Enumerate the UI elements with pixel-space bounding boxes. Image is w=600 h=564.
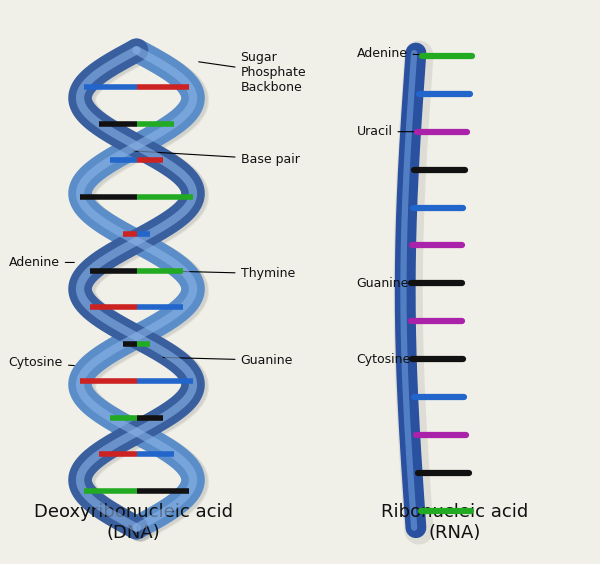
Text: Uracil: Uracil <box>356 125 446 138</box>
Text: Base pair: Base pair <box>133 151 299 166</box>
Text: Adenine: Adenine <box>9 256 74 269</box>
Text: Adenine: Adenine <box>356 47 446 60</box>
Text: Guanine: Guanine <box>163 354 293 367</box>
Text: Deoxyribonucleic acid
(DNA): Deoxyribonucleic acid (DNA) <box>34 503 233 541</box>
Text: Ribonucleic acid
(RNA): Ribonucleic acid (RNA) <box>381 503 528 541</box>
Text: Cytosine: Cytosine <box>356 352 446 365</box>
Text: Sugar
Phosphate
Backbone: Sugar Phosphate Backbone <box>199 51 306 94</box>
Text: Cytosine: Cytosine <box>9 356 74 369</box>
Text: Guanine: Guanine <box>356 277 446 290</box>
Text: Thymine: Thymine <box>160 267 295 280</box>
